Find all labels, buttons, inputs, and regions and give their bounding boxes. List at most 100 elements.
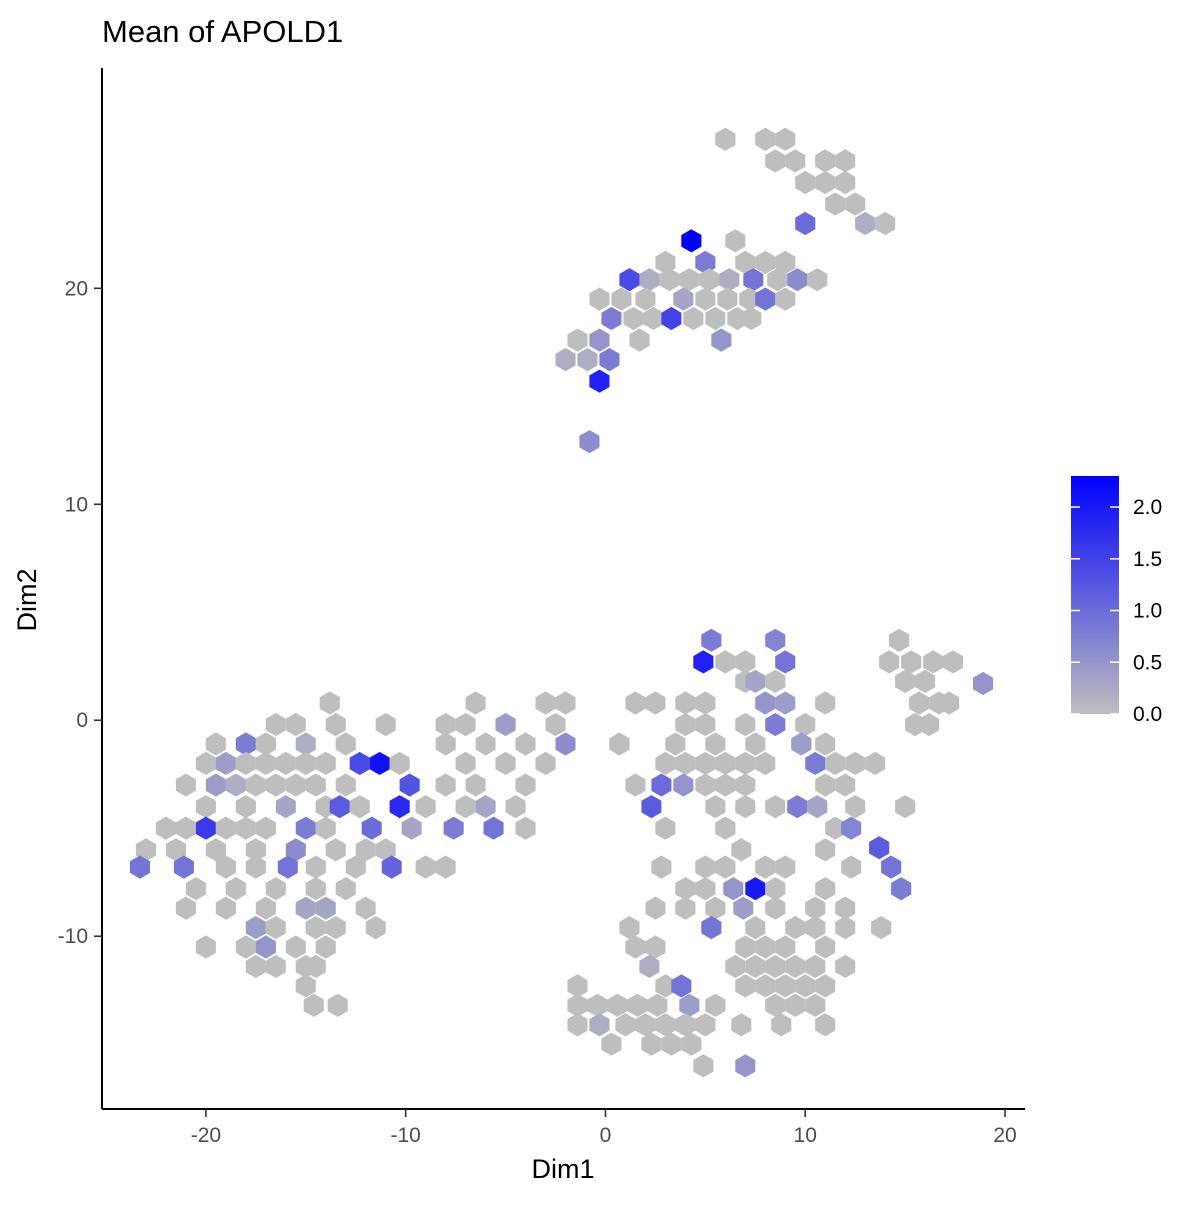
hex-bin (865, 751, 886, 775)
hex-bin (195, 935, 216, 959)
hex-bin (627, 993, 648, 1017)
hex-bin (455, 795, 476, 819)
x-tick-label: 20 (993, 1124, 1016, 1147)
hex-bin (787, 268, 808, 292)
hex-bin (361, 816, 382, 840)
hex-bin (579, 430, 600, 454)
hex-bin (255, 816, 276, 840)
hex-bin (495, 751, 516, 775)
hex-bin (303, 993, 324, 1017)
hex-bin (715, 127, 736, 151)
hex-bin (225, 773, 246, 797)
hex-bin (415, 855, 436, 879)
hex-bin (285, 838, 306, 862)
hex-bin (775, 691, 796, 715)
hex-bin (515, 732, 536, 756)
hex-bin (641, 795, 662, 819)
hex-bin (815, 691, 836, 715)
hex-bin (641, 1032, 662, 1056)
hex-bin (175, 896, 196, 920)
hex-bin (265, 954, 286, 978)
hex-bin (815, 838, 836, 862)
hex-bin (815, 773, 836, 797)
y-tick-label: 0 (76, 709, 88, 732)
hex-bin (215, 896, 236, 920)
hex-bin (845, 751, 866, 775)
hex-bin (785, 954, 806, 978)
hex-bin (735, 650, 756, 674)
hex-bin (315, 935, 336, 959)
hex-bin (805, 916, 826, 940)
hex-bin (755, 287, 776, 311)
hex-bin (589, 287, 610, 311)
x-axis-ticks: -20 -10 0 10 20 (191, 1109, 1017, 1147)
hex-bin (805, 751, 826, 775)
hex-bin (645, 935, 666, 959)
x-tick-label: 10 (794, 1124, 817, 1147)
hex-bin (901, 650, 922, 674)
hex-bin (349, 795, 370, 819)
hex-bin (305, 954, 326, 978)
hex-bin (787, 795, 808, 819)
hex-bin (745, 669, 766, 693)
hex-bin (705, 896, 726, 920)
chart-title: Mean of APOLD1 (102, 14, 343, 49)
hex-bin (647, 993, 668, 1017)
legend-colorbar (1071, 476, 1119, 714)
hex-bin (695, 751, 716, 775)
hex-bin (875, 211, 896, 236)
hex-bin (735, 773, 756, 797)
hex-bin (765, 795, 786, 819)
hex-bin (755, 127, 776, 151)
hex-bin (535, 751, 556, 775)
hex-bin (129, 855, 150, 879)
hex-bin (675, 896, 696, 920)
hex-bin (765, 896, 786, 920)
hex-bin (483, 816, 504, 840)
hex-bin (805, 954, 826, 978)
hex-bin (731, 1013, 752, 1037)
hex-bin (295, 896, 316, 920)
hex-bin (265, 877, 286, 901)
hex-bin (655, 1013, 676, 1037)
hex-bin (375, 838, 396, 862)
legend-label: 2.0 (1133, 496, 1162, 519)
hex-bin (607, 993, 628, 1017)
hex-bin (939, 691, 960, 715)
hex-bin (629, 328, 650, 352)
hex-bin (895, 795, 916, 819)
hex-bin (365, 916, 386, 940)
hex-bin (643, 306, 664, 331)
hex-bin (515, 773, 536, 797)
hex-bin (315, 896, 336, 920)
hex-bin (745, 877, 766, 901)
hex-bin (609, 732, 630, 756)
hex-bin (369, 751, 390, 775)
hex-bin (775, 650, 796, 674)
hex-bin (741, 306, 762, 331)
hex-bin (679, 268, 700, 292)
hex-bin (871, 916, 892, 940)
hex-bin (275, 795, 296, 819)
hex-bin (735, 974, 756, 998)
legend-label: 1.0 (1133, 600, 1162, 623)
hex-bin (715, 650, 736, 674)
hex-bin (435, 855, 456, 879)
hex-bin (265, 916, 286, 940)
legend-label: 1.5 (1133, 548, 1162, 571)
hex-bin (755, 751, 776, 775)
hex-bin (215, 816, 236, 840)
hex-bin (295, 816, 316, 840)
hex-bin (235, 795, 256, 819)
hex-bin (679, 993, 700, 1017)
hex-bin (735, 1054, 756, 1078)
hex-bin (815, 877, 836, 901)
hex-bin (599, 348, 620, 372)
hex-bin (701, 628, 722, 652)
y-tick-label: 20 (65, 277, 88, 300)
hex-bin (671, 974, 692, 998)
hex-bin (495, 713, 516, 737)
hex-bin (567, 974, 588, 998)
hex-bin (755, 691, 776, 715)
